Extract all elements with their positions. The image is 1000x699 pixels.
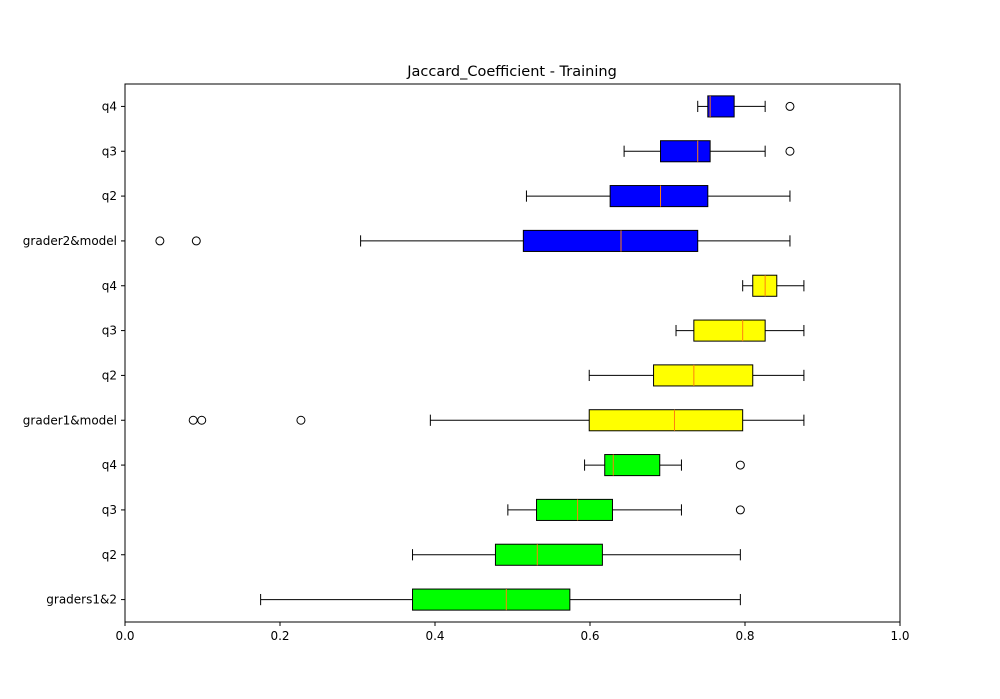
box-group-6 <box>675 319 805 342</box>
chart-title: Jaccard_Coefficient - Training <box>406 64 617 80</box>
outlier-point <box>155 236 165 246</box>
outlier-point <box>197 415 207 425</box>
box-iqr <box>609 185 709 208</box>
outlier-point <box>188 415 198 425</box>
box-iqr <box>653 364 754 387</box>
box-group-11 <box>697 95 795 118</box>
box-iqr <box>707 95 735 118</box>
x-tick-label: 0.8 <box>735 629 754 643</box>
box-iqr <box>693 319 766 342</box>
box-group-7 <box>742 274 805 297</box>
y-tick-label: q4 <box>102 458 117 472</box>
y-tick-label: q2 <box>102 189 117 203</box>
boxes-layer <box>155 95 805 611</box>
y-tick-label: grader1&model <box>23 413 117 427</box>
box-group-5 <box>588 364 805 387</box>
box-group-1 <box>412 543 741 566</box>
x-tick-label: 0.6 <box>580 629 599 643</box>
box-group-4 <box>188 409 805 432</box>
y-tick-label: q3 <box>102 144 117 158</box>
x-tick-label: 1.0 <box>890 629 909 643</box>
outlier-point <box>191 236 201 246</box>
plot-frame <box>124 83 901 623</box>
box-iqr <box>494 543 603 566</box>
y-tick-label: q4 <box>102 279 117 293</box>
x-tick-label: 0.0 <box>115 629 134 643</box>
box-iqr <box>522 229 699 252</box>
box-group-0 <box>260 588 741 611</box>
outlier-point <box>296 415 306 425</box>
y-tick-label: q3 <box>102 503 117 517</box>
box-iqr <box>660 140 711 163</box>
box-iqr <box>536 498 613 521</box>
axis-layer: graders1&2 q2 q3 q4 grader1&model q2 q3 q4 grade… <box>23 99 910 643</box>
x-tick-label: 0.4 <box>425 629 444 643</box>
y-tick-label: graders1&2 <box>46 593 117 607</box>
box-group-3 <box>584 454 745 477</box>
y-tick-label: q2 <box>102 368 117 382</box>
y-tick-label: q4 <box>102 99 117 113</box>
outlier-point <box>735 505 745 515</box>
box-group-9 <box>525 185 791 208</box>
box-group-8 <box>155 229 791 252</box>
outlier-point <box>785 146 795 156</box>
x-tick-label: 0.2 <box>270 629 289 643</box>
box-iqr <box>604 454 661 477</box>
box-group-10 <box>623 140 795 163</box>
y-tick-label: q2 <box>102 548 117 562</box>
box-group-2 <box>507 498 745 521</box>
outlier-point <box>785 101 795 111</box>
box-iqr <box>588 409 744 432</box>
outlier-point <box>735 460 745 470</box>
box-iqr <box>412 588 571 611</box>
y-tick-label: grader2&model <box>23 234 117 248</box>
y-tick-label: q3 <box>102 324 117 338</box>
